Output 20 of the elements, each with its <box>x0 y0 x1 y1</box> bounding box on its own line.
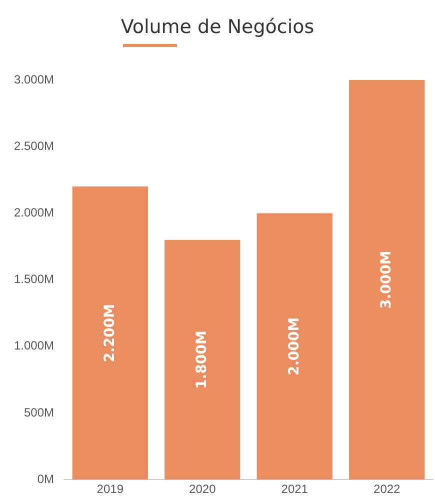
bar <box>164 240 240 480</box>
bar <box>349 80 425 480</box>
bar <box>72 186 148 480</box>
y-tick-label: 500M <box>24 405 54 420</box>
bar <box>256 213 332 480</box>
x-tick-label: 2021 <box>281 482 308 496</box>
x-tick-label: 2020 <box>189 482 216 496</box>
y-tick-label: 2.000M <box>14 206 54 220</box>
data-label: 2.000M <box>286 317 302 376</box>
y-tick-label: 2.500M <box>14 138 54 153</box>
data-label: 2.200M <box>102 304 118 362</box>
data-label: 1.800M <box>194 330 210 389</box>
y-tick-label: 1.000M <box>14 338 54 353</box>
y-tick-label: 0M <box>37 472 54 486</box>
data-label: 3.000M <box>378 250 395 309</box>
chart-title: Volume de Negócios <box>120 16 316 38</box>
x-tick-label: 2019 <box>96 482 124 496</box>
y-tick-label: 3.000M <box>14 72 54 86</box>
x-tick-label: 2022 <box>374 482 401 496</box>
y-tick-label: 1.500M <box>14 272 54 286</box>
